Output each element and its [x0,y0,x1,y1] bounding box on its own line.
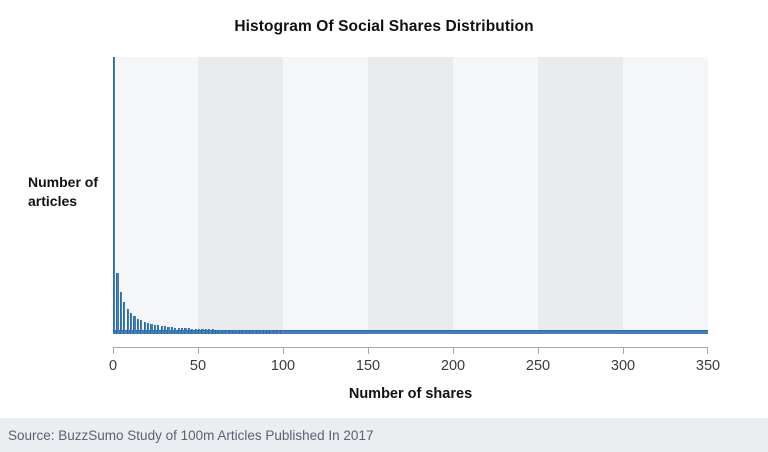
histogram-bar [133,316,136,334]
histogram-bar [140,320,143,334]
histogram-tail-strip [113,330,708,334]
histogram-bar [160,325,163,334]
histogram-bar [123,302,126,334]
background-band [453,57,538,334]
histogram-bar [201,329,204,334]
y-axis-label-line2: articles [28,192,78,209]
x-axis-tick [283,347,284,354]
histogram-bar [153,324,156,334]
background-band [538,57,623,334]
background-band [198,57,283,334]
histogram-bar [245,330,248,334]
histogram-bar [266,330,269,334]
x-axis-tick-label: 350 [695,358,721,374]
x-axis-tick-label: 300 [610,358,636,374]
x-axis-tick-label: 200 [440,358,466,374]
x-axis-tick-label: 50 [189,358,207,374]
histogram-bar [279,330,282,334]
histogram-bar [174,327,177,334]
y-axis-label-line1: Number of [28,174,98,190]
x-axis: 0 50 100 150 200 250 300 350 [109,347,720,377]
x-axis-tick [368,347,369,354]
histogram-bar [194,328,197,334]
x-axis-tick-label: 0 [108,358,118,374]
y-axis-label: Number of articles [28,173,108,211]
histogram-bar [259,330,262,334]
histogram-bar [228,329,231,334]
histogram-bar [157,325,160,334]
histogram-bar [235,329,238,334]
histogram-bar [225,329,228,334]
histogram-bar [218,329,221,334]
histogram-bar [208,329,211,334]
histogram-bar [211,329,214,334]
histogram-bar [215,329,218,334]
histogram-bar [272,330,275,334]
x-axis-tick [538,347,539,354]
histogram-bar [119,292,122,334]
plot-area [113,57,708,334]
x-axis-tick-label: 250 [525,358,551,374]
histogram-bar [150,324,153,334]
source-footer: Source: BuzzSumo Study of 100m Articles … [0,418,768,452]
histogram-bar [167,326,170,334]
histogram-bar [147,322,150,334]
source-text: Source: BuzzSumo Study of 100m Articles … [8,427,374,443]
histogram-bar [276,330,279,334]
x-axis-tick [453,347,454,354]
x-axis-tick [198,347,199,354]
histogram-bar [255,330,258,334]
background-band [283,57,368,334]
histogram-bar [136,318,139,334]
histogram-bar [238,329,241,334]
histogram-figure: Histogram Of Social Shares Distribution … [28,18,721,402]
histogram-bar [184,328,187,334]
histogram-bar [177,327,180,334]
x-axis-label: Number of shares [348,386,473,402]
histogram-bar [242,330,245,334]
histogram-bar [269,330,272,334]
chart-title: Histogram Of Social Shares Distribution [234,18,534,35]
histogram-bar [249,330,252,334]
histogram-bar [126,308,129,334]
histogram-bar [187,328,190,334]
histogram-bar [113,57,116,334]
background-band [623,57,708,334]
x-axis-tick-label: 150 [355,358,381,374]
x-axis-line [113,347,708,348]
histogram-bar [262,330,265,334]
x-axis-tick-label: 100 [270,358,296,374]
histogram-bar [204,329,207,334]
x-axis-tick [623,347,624,354]
histogram-bar [232,329,235,334]
histogram-bar [198,328,201,334]
histogram-bar [170,327,173,334]
histogram-bar [116,273,119,334]
histogram-bar [143,321,146,334]
background-band [113,57,198,334]
x-axis-tick [113,347,114,354]
histogram-bar [181,328,184,334]
background-band [368,57,453,334]
histogram-bar [221,329,224,334]
histogram-bar [130,312,133,334]
histogram-bar [252,330,255,334]
histogram-bar [164,326,167,334]
x-axis-tick [707,347,708,354]
histogram-bar [191,328,194,334]
